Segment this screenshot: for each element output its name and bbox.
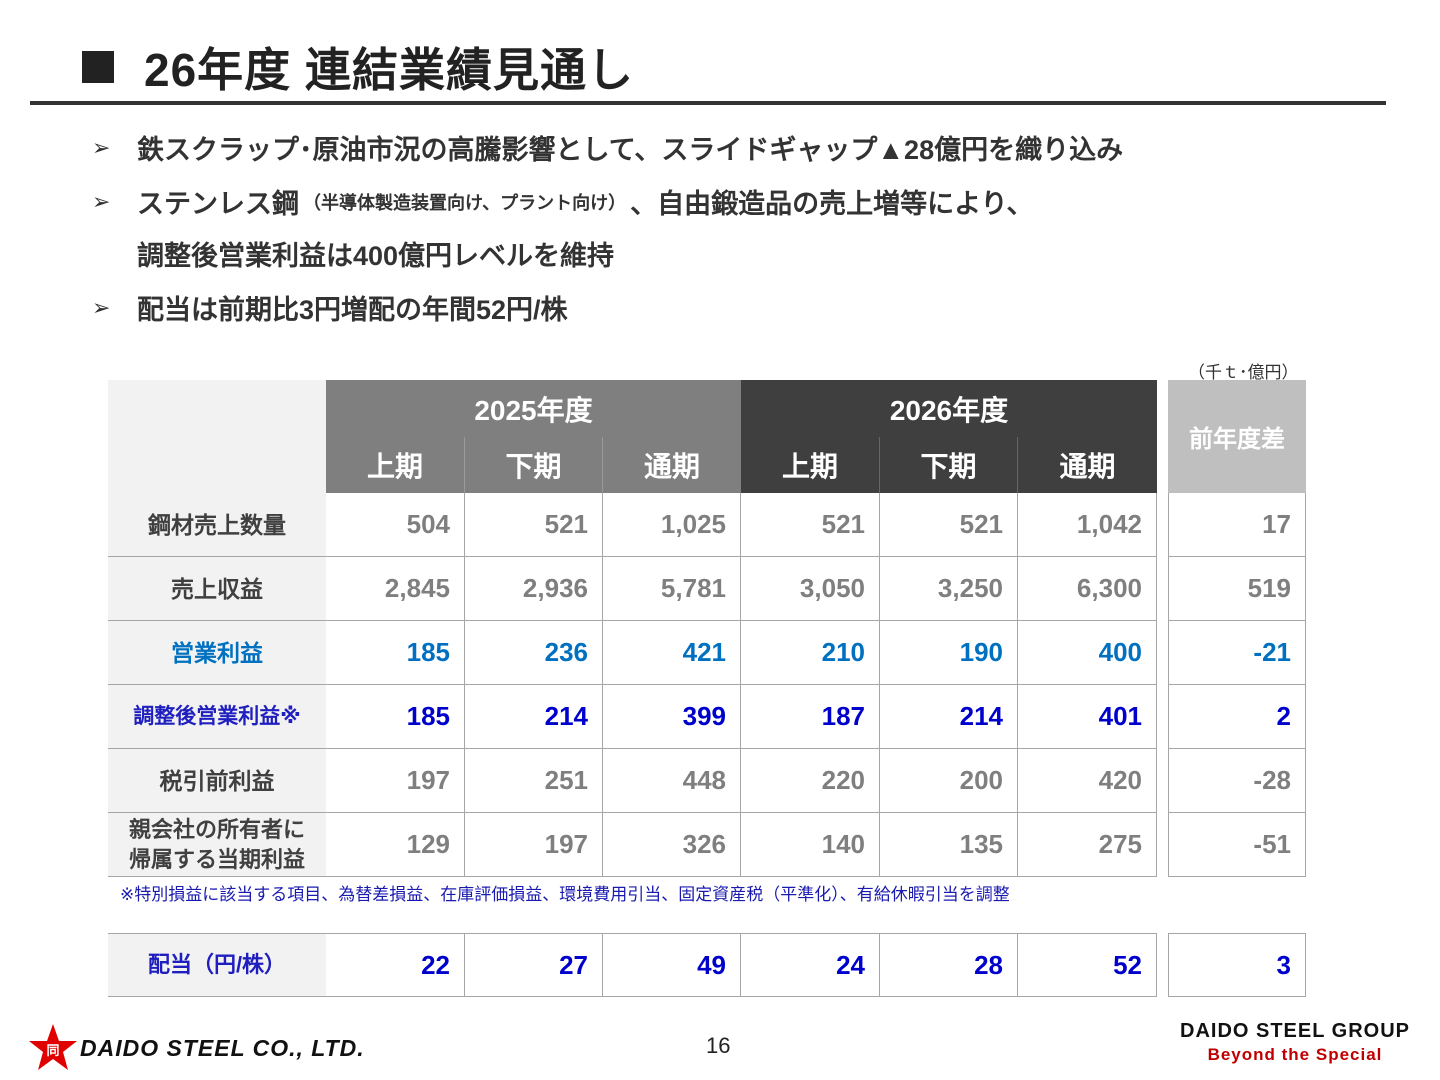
page-number: 16 xyxy=(706,1033,731,1058)
header-diff: 前年度差 xyxy=(1168,380,1306,493)
table-cell: 185 xyxy=(326,621,465,685)
group-tagline: Beyond the Special xyxy=(1207,1045,1383,1064)
table-cell: 214 xyxy=(465,685,603,749)
table-cell: 3,050 xyxy=(741,557,880,621)
table-cell: 187 xyxy=(741,685,880,749)
table-cell: 129 xyxy=(326,813,465,877)
company-logo: 同 DAIDO STEEL CO., LTD. xyxy=(28,1023,365,1073)
table-cell: 251 xyxy=(465,749,603,813)
diff-cell: 519 xyxy=(1168,557,1306,621)
bullet-3: ➢ 配当は前期比3円増配の年間52円/株 xyxy=(92,288,568,327)
dividend-cell: 27 xyxy=(465,933,603,997)
dividend-cell: 49 xyxy=(603,933,741,997)
header-blank xyxy=(108,380,326,493)
dividend-cell: 52 xyxy=(1018,933,1157,997)
company-name: DAIDO STEEL CO., LTD. xyxy=(80,1034,365,1061)
diff-cell: 17 xyxy=(1168,493,1306,557)
row-label: 調整後営業利益※ xyxy=(108,685,326,749)
arrow-bullet-icon: ➢ xyxy=(92,134,111,160)
title-text: 26年度 連結業績見通し xyxy=(144,44,634,96)
diff-cell: -51 xyxy=(1168,813,1306,877)
table-cell: 185 xyxy=(326,685,465,749)
title-square-icon xyxy=(82,51,114,83)
header-2026: 2026年度 xyxy=(741,380,1157,437)
table-cell: 400 xyxy=(1018,621,1157,685)
bullet-2-small: （半導体製造装置向け、プラント向け） xyxy=(303,192,627,213)
table-cell: 421 xyxy=(603,621,741,685)
row-label: 鋼材売上数量 xyxy=(108,493,326,557)
table-cell: 275 xyxy=(1018,813,1157,877)
bullet-2: ➢ ステンレス鋼 （半導体製造装置向け、プラント向け） 、自由鍛造品の売上増等に… xyxy=(92,182,1034,221)
table-cell: 1,042 xyxy=(1018,493,1157,557)
bullet-2-rest: 、自由鍛造品の売上増等により、 xyxy=(630,189,1034,219)
bullet-1: ➢ 鉄スクラップ･原油市況の高騰影響として、スライドギャップ▲28億円を織り込み xyxy=(92,128,1123,167)
dividend-cell: 22 xyxy=(326,933,465,997)
table-cell: 2,936 xyxy=(465,557,603,621)
arrow-bullet-icon: ➢ xyxy=(92,294,111,320)
table-cell: 200 xyxy=(880,749,1018,813)
table-cell: 210 xyxy=(741,621,880,685)
bullet-3-text: 配当は前期比3円増配の年間52円/株 xyxy=(137,295,568,325)
subheader-2026-h1: 上期 xyxy=(741,437,880,493)
subheader-2026-full: 通期 xyxy=(1018,437,1157,493)
table-cell: 1,025 xyxy=(603,493,741,557)
table-cell: 6,300 xyxy=(1018,557,1157,621)
table-cell: 521 xyxy=(465,493,603,557)
row-label: 売上収益 xyxy=(108,557,326,621)
subheader-2026-h2: 下期 xyxy=(880,437,1018,493)
table-cell: 197 xyxy=(326,749,465,813)
title-divider xyxy=(30,101,1386,105)
row-label-line-1: 親会社の所有者に xyxy=(128,816,305,842)
table-cell: 190 xyxy=(880,621,1018,685)
table-cell: 135 xyxy=(880,813,1018,877)
logo-char: 同 xyxy=(46,1044,59,1059)
table-cell: 399 xyxy=(603,685,741,749)
table-cell: 5,781 xyxy=(603,557,741,621)
group-branding: DAIDO STEEL GROUP Beyond the Special xyxy=(1180,1020,1410,1065)
table-cell: 504 xyxy=(326,493,465,557)
table-cell: 326 xyxy=(603,813,741,877)
bullet-2-continuation: 調整後営業利益は400億円レベルを維持 xyxy=(137,234,614,273)
page-title: 26年度 連結業績見通し xyxy=(82,34,634,100)
diff-cell: -28 xyxy=(1168,749,1306,813)
table-cell: 448 xyxy=(603,749,741,813)
subheader-2025-full: 通期 xyxy=(603,437,741,493)
table-cell: 3,250 xyxy=(880,557,1018,621)
header-2025: 2025年度 xyxy=(326,380,741,437)
row-label: 営業利益 xyxy=(108,621,326,685)
table-cell: 220 xyxy=(741,749,880,813)
table-cell: 236 xyxy=(465,621,603,685)
table-cell: 521 xyxy=(880,493,1018,557)
dividend-diff-cell: 3 xyxy=(1168,933,1306,997)
group-name: DAIDO STEEL GROUP xyxy=(1180,1020,1410,1042)
table-cell: 214 xyxy=(880,685,1018,749)
row-label-line-2: 帰属する当期利益 xyxy=(128,846,305,872)
bullet-1-text: 鉄スクラップ･原油市況の高騰影響として、スライドギャップ▲28億円を織り込み xyxy=(137,135,1124,165)
table-cell: 521 xyxy=(741,493,880,557)
arrow-bullet-icon: ➢ xyxy=(92,188,111,214)
dividend-cell: 28 xyxy=(880,933,1018,997)
diff-cell: -21 xyxy=(1168,621,1306,685)
row-label-two-line: 親会社の所有者に 帰属する当期利益 xyxy=(108,813,326,877)
star-logo-icon: 同 xyxy=(29,1024,77,1070)
footnote: ※特別損益に該当する項目、為替差損益、在庫評価損益、環境費用引当、固定資産税（平… xyxy=(120,885,1010,904)
unit-label: （千ｔ･億円） xyxy=(1188,363,1299,382)
diff-cell: 2 xyxy=(1168,685,1306,749)
dividend-label: 配当（円/株） xyxy=(108,933,326,997)
row-label: 税引前利益 xyxy=(108,749,326,813)
table-cell: 2,845 xyxy=(326,557,465,621)
table-cell: 197 xyxy=(465,813,603,877)
table-cell: 401 xyxy=(1018,685,1157,749)
dividend-cell: 24 xyxy=(741,933,880,997)
subheader-2025-h2: 下期 xyxy=(465,437,603,493)
table-cell: 140 xyxy=(741,813,880,877)
subheader-2025-h1: 上期 xyxy=(326,437,465,493)
bullet-2-main: ステンレス鋼 xyxy=(137,189,299,219)
bullet-2-cont-text: 調整後営業利益は400億円レベルを維持 xyxy=(137,241,615,271)
table-cell: 420 xyxy=(1018,749,1157,813)
